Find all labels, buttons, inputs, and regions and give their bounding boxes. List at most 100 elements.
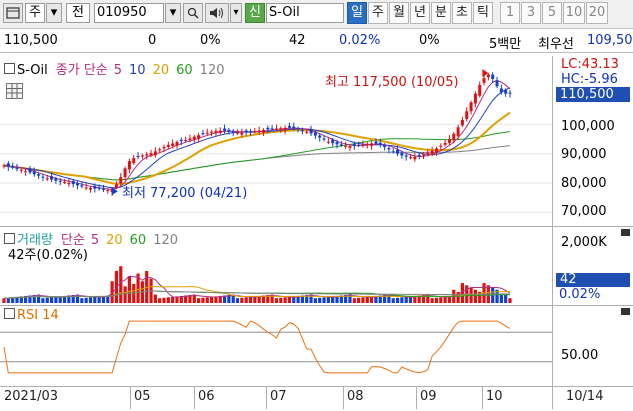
candle-body	[261, 129, 265, 133]
volume-bar	[387, 294, 391, 303]
high-annotation: 최고 117,500 (10/05)	[325, 75, 459, 90]
period-button-2[interactable]: 월	[389, 2, 409, 24]
volume-bar	[184, 295, 188, 303]
interval-button-5[interactable]: 5	[542, 2, 562, 24]
candle-body	[158, 149, 162, 151]
grid-table-icon[interactable]	[6, 83, 23, 99]
volume-chart-panel[interactable]: 거래량 단순 5 20 60 120 42주(0.02%)	[0, 227, 552, 306]
candle-body	[478, 84, 482, 96]
volume-value: 42	[289, 33, 306, 48]
toolbar: 주 ▾ 전 010950 ▾ ▾ 신 S-Oil 일 주 월 년 분 초 틱 1 3 5 10 20	[0, 0, 633, 29]
candle-body	[313, 132, 317, 136]
volume-bar	[426, 294, 430, 303]
volume-axis[interactable]: 2,000K 42 0.02%	[552, 227, 633, 306]
candle-body	[175, 142, 179, 146]
period-button-5[interactable]: 초	[452, 2, 472, 24]
volume-bar	[331, 296, 335, 303]
period-button-3[interactable]: 년	[410, 2, 430, 24]
x-divider	[482, 387, 483, 409]
change-percent: 0%	[200, 33, 221, 48]
mode-select[interactable]: 주	[25, 3, 45, 23]
candle-body	[201, 133, 205, 135]
candle-body	[123, 168, 127, 178]
rsi-legend: RSI 14	[4, 308, 59, 323]
volume-chart[interactable]	[0, 227, 552, 305]
period-button-4[interactable]: 분	[431, 2, 451, 24]
mode-dropdown-icon[interactable]: ▾	[46, 3, 62, 23]
candle-body	[430, 150, 434, 154]
candle-body	[223, 128, 227, 131]
volume-bar	[158, 298, 162, 303]
candle-body	[357, 144, 361, 146]
volume-bar	[32, 294, 36, 303]
volume-bar	[434, 297, 439, 303]
volume-bar	[430, 298, 434, 303]
best-bid-label: 최우선	[538, 37, 574, 52]
volume-bar	[171, 296, 175, 303]
rsi-axis[interactable]: 50.00	[552, 306, 633, 386]
type-select[interactable]: 전	[66, 3, 90, 23]
low-annotation: 최저 77,200 (04/21)	[122, 186, 248, 201]
candle-body	[452, 133, 456, 141]
candle-body	[106, 190, 110, 192]
candle-body	[482, 78, 486, 83]
stock-name-field[interactable]: S-Oil	[266, 3, 344, 23]
volume-bar	[197, 298, 201, 303]
search-icon[interactable]	[183, 3, 203, 23]
x-divider	[266, 387, 267, 409]
candle-body	[80, 185, 84, 187]
price-axis[interactable]: LC:43.13 HC:-5.96 110,500 100,000 90,000…	[552, 56, 633, 227]
candle-body	[63, 182, 67, 184]
hc-label: HC:-5.96	[561, 72, 618, 87]
period-button-1[interactable]: 주	[368, 2, 388, 24]
x-right-date: 10/14	[566, 389, 604, 404]
volume-bar	[326, 296, 330, 303]
interval-button-10[interactable]: 10	[563, 2, 585, 24]
candle-body	[499, 88, 503, 93]
interval-button-3[interactable]: 3	[521, 2, 541, 24]
ma-5: 5	[113, 63, 123, 78]
collapse-icon[interactable]	[621, 229, 630, 236]
interval-button-1[interactable]: 1	[500, 2, 520, 24]
volume-bar	[391, 298, 395, 303]
x-label-05: 05	[134, 389, 151, 404]
interval-button-20[interactable]: 20	[586, 2, 608, 24]
candle-body	[114, 184, 118, 188]
ytick-70000: 70,000	[561, 204, 607, 219]
candle-body	[253, 131, 257, 133]
ytick-90000: 90,000	[561, 147, 607, 162]
window-menu-icon[interactable]	[3, 3, 23, 23]
volume-ma-120	[3, 290, 511, 299]
candle-body	[45, 178, 49, 180]
rsi-chart-panel[interactable]: RSI 14	[0, 306, 552, 386]
volume-badge: 42	[556, 273, 630, 287]
ma-20: 20	[152, 63, 170, 78]
candle-body	[218, 130, 222, 133]
candle-body	[84, 187, 88, 189]
candle-body	[322, 138, 326, 140]
volume-bar	[93, 296, 97, 303]
volume-bar	[127, 276, 132, 303]
rsi-chart[interactable]	[0, 306, 552, 386]
rsi-line	[3, 320, 511, 374]
candle-body	[153, 151, 157, 156]
volume-ma-label: 단순	[60, 233, 85, 248]
ma-120: 120	[199, 63, 225, 78]
sound-icon[interactable]	[205, 3, 229, 23]
period-button-6[interactable]: 틱	[473, 2, 493, 24]
sound-dropdown-icon[interactable]: ▾	[230, 3, 242, 23]
code-dropdown-icon[interactable]: ▾	[165, 3, 181, 23]
volume-bar	[19, 296, 23, 303]
turnover-percent: 0%	[419, 33, 440, 48]
volume-bar	[41, 298, 45, 303]
candle-body	[58, 180, 62, 182]
price-chart[interactable]	[0, 56, 552, 226]
candle-body	[473, 93, 477, 104]
period-button-0[interactable]: 일	[347, 2, 367, 24]
collapse-icon[interactable]	[621, 308, 630, 315]
candle-body	[28, 169, 32, 173]
price-chart-panel[interactable]: S-Oil 종가 단순 5 10 20 60 120 최고 117,500 (10/05) …	[0, 56, 552, 227]
stock-code-input[interactable]: 010950	[94, 3, 164, 23]
candle-body	[19, 169, 23, 171]
x-label-08: 08	[347, 389, 364, 404]
